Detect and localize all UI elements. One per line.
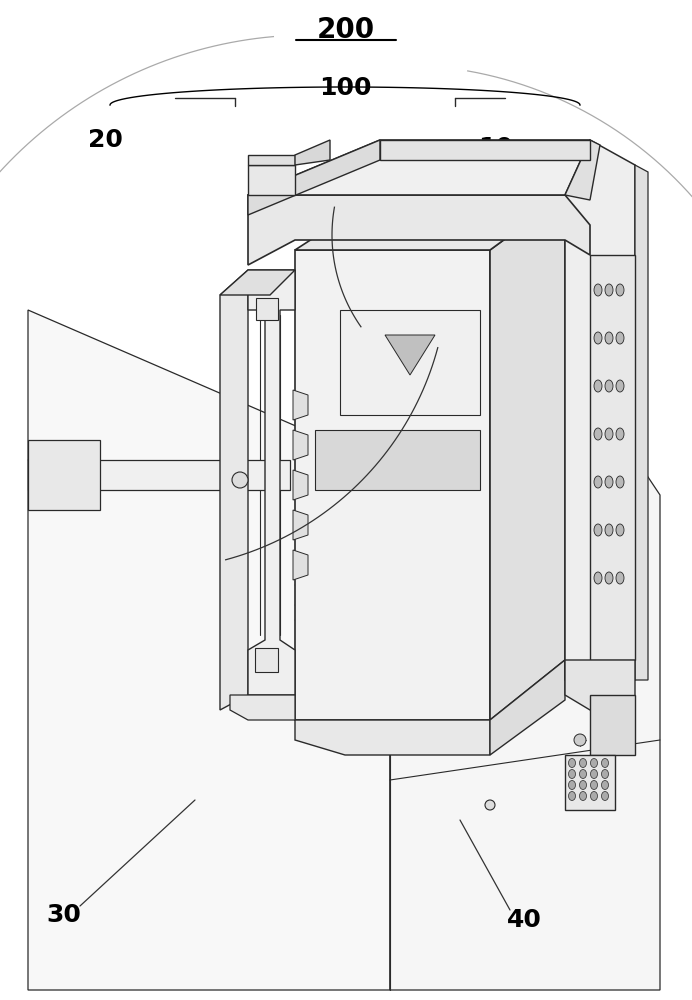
Ellipse shape — [605, 284, 613, 296]
Ellipse shape — [594, 332, 602, 344]
Polygon shape — [565, 140, 600, 200]
Ellipse shape — [616, 284, 624, 296]
Ellipse shape — [605, 332, 613, 344]
Ellipse shape — [579, 792, 587, 800]
Polygon shape — [293, 550, 308, 580]
Ellipse shape — [569, 792, 576, 800]
Ellipse shape — [569, 770, 576, 778]
Polygon shape — [380, 140, 590, 160]
Polygon shape — [248, 140, 590, 195]
Polygon shape — [340, 310, 480, 415]
Polygon shape — [305, 390, 660, 990]
Polygon shape — [293, 390, 308, 420]
Ellipse shape — [579, 770, 587, 778]
Circle shape — [574, 734, 586, 746]
Ellipse shape — [590, 770, 597, 778]
Ellipse shape — [601, 758, 608, 768]
Text: 100: 100 — [319, 76, 371, 100]
Polygon shape — [28, 440, 100, 510]
Polygon shape — [295, 720, 490, 755]
Ellipse shape — [605, 572, 613, 584]
Polygon shape — [248, 140, 380, 215]
Ellipse shape — [594, 380, 602, 392]
Polygon shape — [565, 755, 615, 810]
Polygon shape — [293, 470, 308, 500]
Ellipse shape — [594, 572, 602, 584]
Ellipse shape — [616, 380, 624, 392]
Text: 110: 110 — [530, 393, 583, 417]
Polygon shape — [590, 695, 635, 755]
Polygon shape — [248, 155, 295, 165]
Text: 40: 40 — [507, 908, 541, 932]
Ellipse shape — [594, 428, 602, 440]
Polygon shape — [28, 460, 290, 490]
Polygon shape — [295, 140, 330, 165]
Ellipse shape — [601, 792, 608, 800]
Polygon shape — [590, 255, 635, 660]
Polygon shape — [315, 430, 480, 490]
Polygon shape — [248, 270, 295, 695]
Ellipse shape — [601, 770, 608, 778]
Ellipse shape — [590, 792, 597, 800]
Polygon shape — [565, 660, 635, 710]
Ellipse shape — [594, 524, 602, 536]
Ellipse shape — [590, 780, 597, 790]
Ellipse shape — [616, 476, 624, 488]
Ellipse shape — [616, 428, 624, 440]
Ellipse shape — [569, 758, 576, 768]
Ellipse shape — [579, 780, 587, 790]
Ellipse shape — [605, 476, 613, 488]
Polygon shape — [635, 165, 648, 680]
Ellipse shape — [590, 758, 597, 768]
Ellipse shape — [594, 284, 602, 296]
Text: 200: 200 — [317, 16, 375, 44]
Ellipse shape — [569, 780, 576, 790]
Polygon shape — [28, 310, 390, 990]
Text: 30: 30 — [46, 903, 82, 927]
Text: 10: 10 — [478, 136, 513, 160]
Circle shape — [232, 472, 248, 488]
Polygon shape — [293, 430, 308, 460]
Polygon shape — [255, 648, 278, 672]
Polygon shape — [295, 250, 490, 720]
Ellipse shape — [594, 476, 602, 488]
Ellipse shape — [616, 524, 624, 536]
Ellipse shape — [579, 758, 587, 768]
Polygon shape — [248, 165, 295, 195]
Polygon shape — [220, 270, 295, 295]
Polygon shape — [220, 270, 248, 710]
Polygon shape — [256, 298, 278, 320]
Ellipse shape — [616, 332, 624, 344]
Polygon shape — [490, 195, 565, 720]
Ellipse shape — [601, 780, 608, 790]
Ellipse shape — [605, 524, 613, 536]
Polygon shape — [385, 335, 435, 375]
Polygon shape — [230, 695, 295, 720]
Ellipse shape — [605, 428, 613, 440]
Polygon shape — [490, 660, 565, 755]
Polygon shape — [565, 140, 635, 700]
Ellipse shape — [605, 380, 613, 392]
Text: 20: 20 — [88, 128, 122, 152]
Polygon shape — [295, 195, 565, 250]
Polygon shape — [248, 195, 590, 265]
Polygon shape — [293, 510, 308, 540]
Circle shape — [485, 800, 495, 810]
Ellipse shape — [616, 572, 624, 584]
